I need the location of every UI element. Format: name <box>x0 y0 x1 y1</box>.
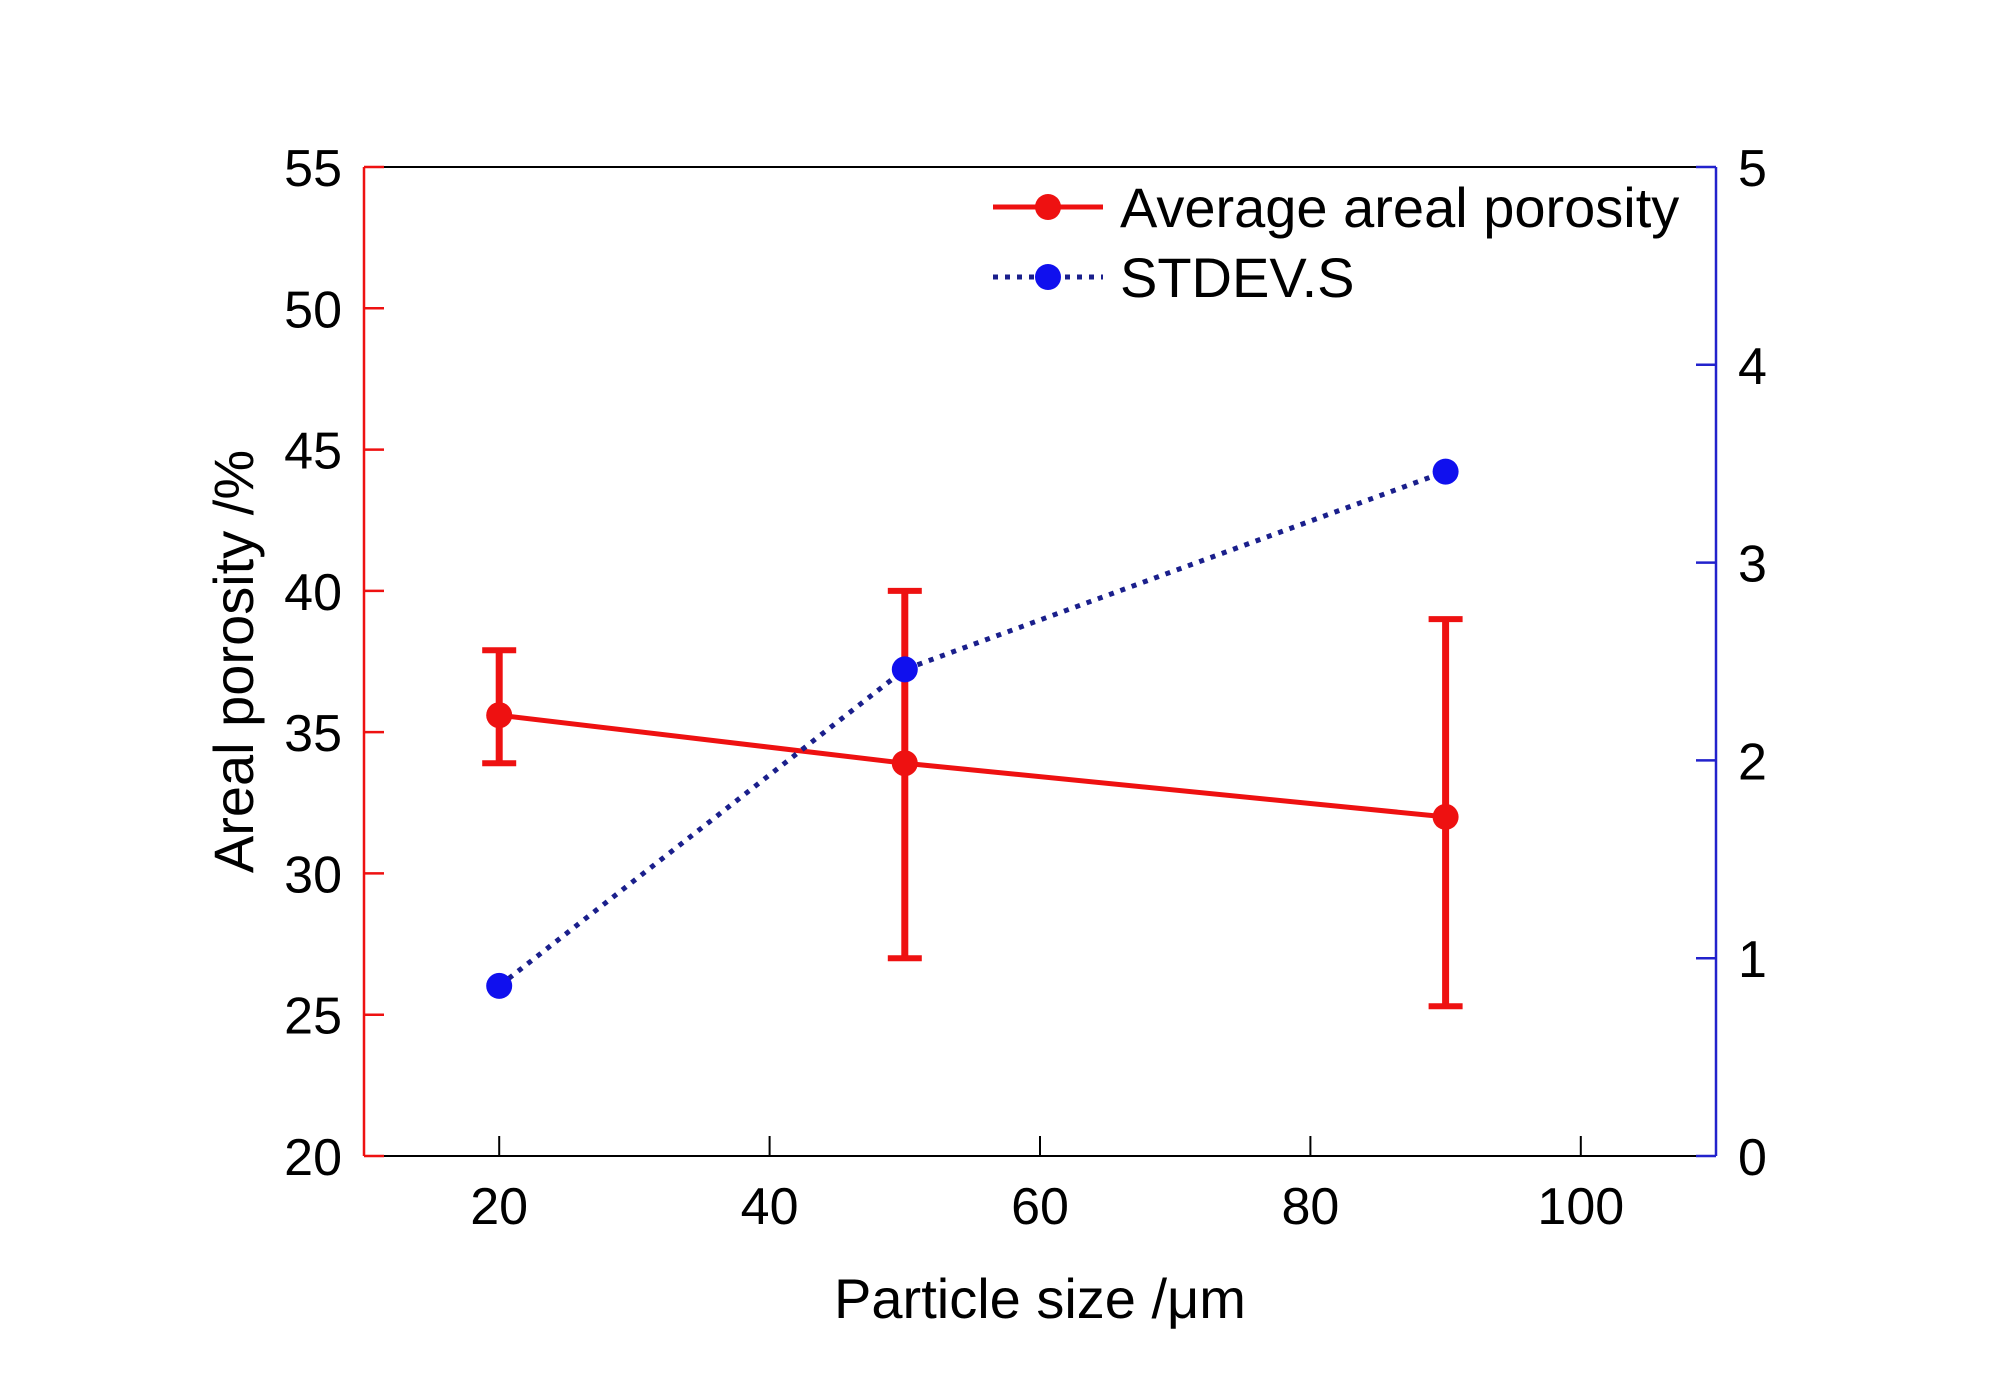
y-tick-label-25: 25 <box>284 988 342 1046</box>
point-average-areal-porosity-2 <box>1432 803 1459 830</box>
x-axis-title: Particle size /μm <box>834 1267 1246 1330</box>
x-tick-label-20: 20 <box>470 1178 528 1236</box>
legend-item-average-areal-porosity: Average areal porosity <box>993 176 1679 239</box>
y2-tick-label-4: 4 <box>1738 338 1767 396</box>
plot-frame <box>362 166 1718 1157</box>
axis-ticks <box>364 165 1716 1158</box>
line-stdev-s <box>497 469 1447 988</box>
point-average-areal-porosity-1 <box>891 750 918 777</box>
y2-tick-label-2: 2 <box>1738 733 1767 791</box>
series-average-areal-porosity <box>482 587 1463 1010</box>
y-tick-label-30: 30 <box>284 846 342 904</box>
legend-marker-average-areal-porosity <box>1035 194 1061 220</box>
x-tick-label-40: 40 <box>741 1178 799 1236</box>
y-tick-label-50: 50 <box>284 281 342 339</box>
legend-marker-stdev-s <box>1035 264 1061 290</box>
legend-label-average-areal-porosity: Average areal porosity <box>1120 176 1679 239</box>
y2-tick-label-1: 1 <box>1738 931 1767 989</box>
y2-tick-label-3: 3 <box>1738 536 1767 594</box>
legend: Average areal porosity STDEV.S <box>993 176 1679 309</box>
y-axis-title: Areal porosity /% <box>202 450 265 873</box>
legend-label-stdev-s: STDEV.S <box>1120 246 1354 309</box>
y-tick-label-45: 45 <box>284 423 342 481</box>
y-tick-label-55: 55 <box>284 140 342 198</box>
y2-tick-label-5: 5 <box>1738 140 1767 198</box>
x-tick-label-80: 80 <box>1281 1178 1339 1236</box>
legend-item-stdev-s: STDEV.S <box>993 246 1354 309</box>
point-stdev-s-0 <box>486 972 513 999</box>
point-stdev-s-2 <box>1432 458 1459 485</box>
x-tick-label-100: 100 <box>1537 1178 1624 1236</box>
point-average-areal-porosity-0 <box>486 702 513 729</box>
line-average-areal-porosity <box>498 712 1446 820</box>
y2-tick-label-0: 0 <box>1738 1129 1767 1187</box>
y-tick-label-40: 40 <box>284 564 342 622</box>
series-stdev-s <box>486 458 1459 999</box>
y-tick-label-20: 20 <box>284 1129 342 1187</box>
x-tick-label-60: 60 <box>1011 1178 1069 1236</box>
point-stdev-s-1 <box>891 656 918 683</box>
series-layer <box>482 458 1463 1010</box>
y-tick-label-35: 35 <box>284 705 342 763</box>
